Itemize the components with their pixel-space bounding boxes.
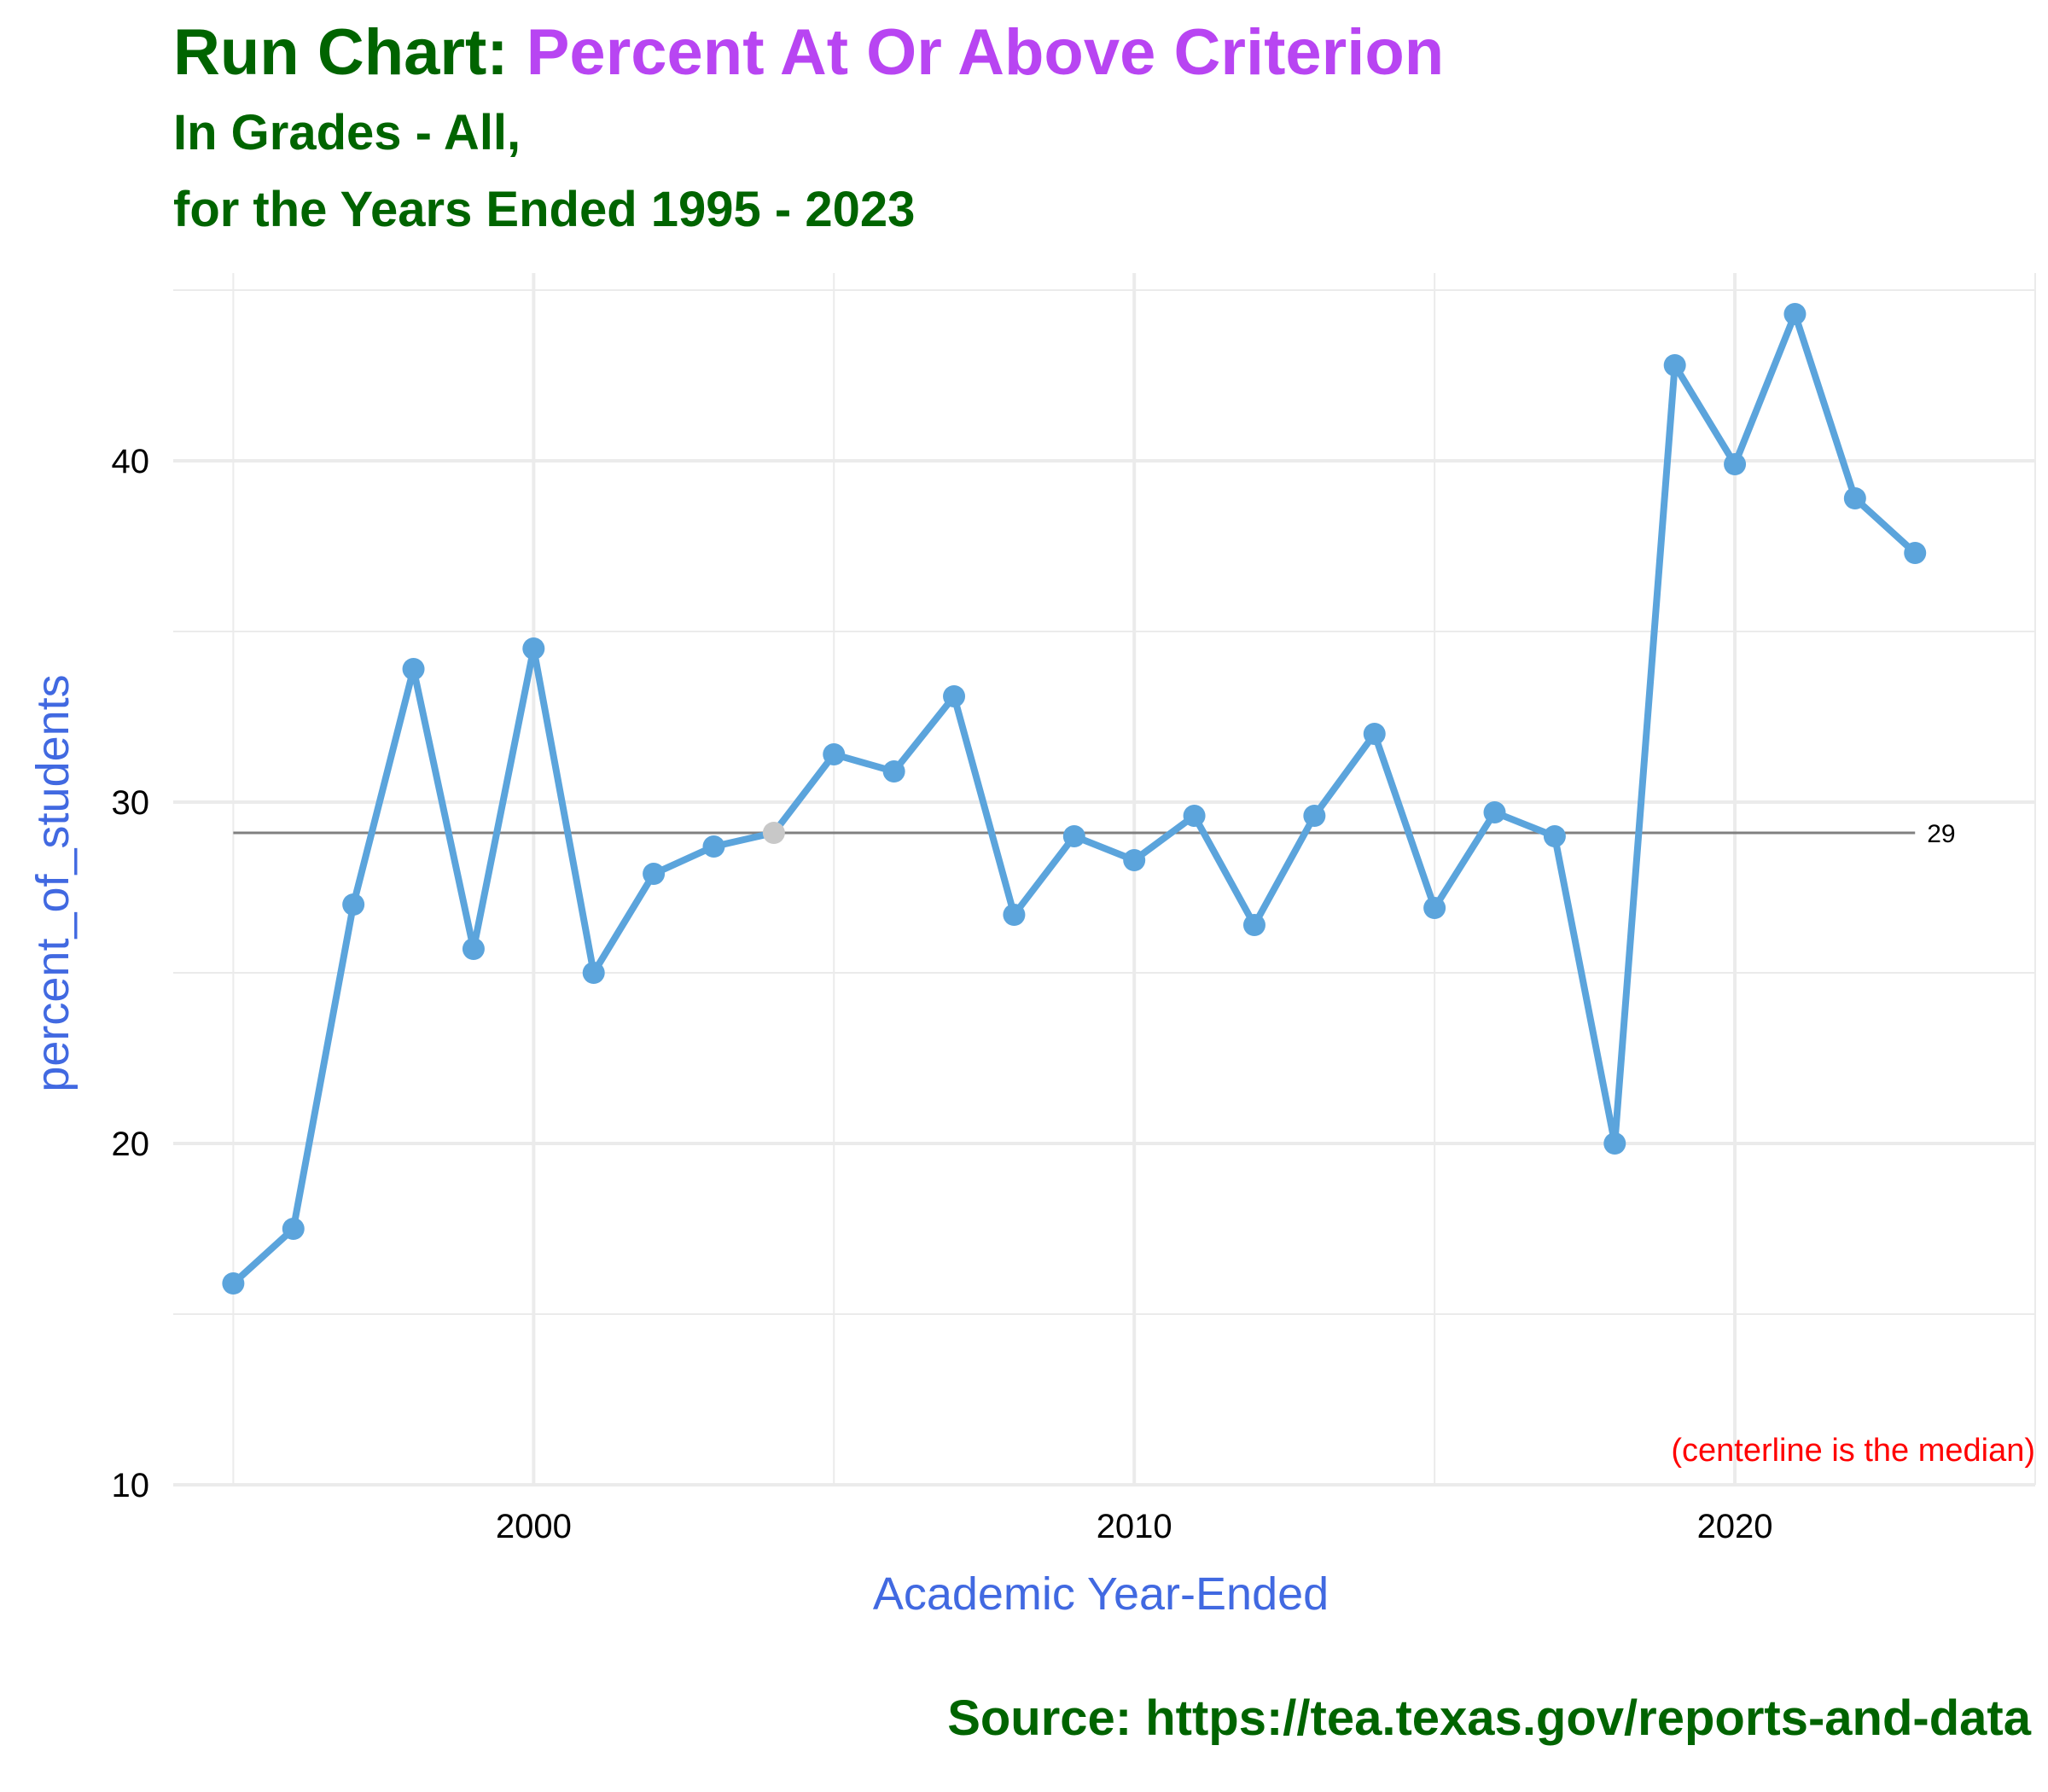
series-group [222,303,1927,1295]
data-point [1724,453,1747,475]
data-point [823,743,846,765]
title-prefix: Run Chart: [173,16,527,89]
axis-labels: Academic Year-Ended percent_of_students … [27,674,2035,1620]
data-point [943,685,966,707]
y-tick-label: 10 [112,1467,150,1504]
data-point [1663,354,1686,376]
data-point [1363,723,1386,745]
data-point [582,962,605,984]
data-point [1303,805,1326,827]
data-point [282,1218,305,1240]
source-caption: Source: https://tea.texas.gov/reports-an… [947,1690,2031,1746]
highlighted-data-point [762,822,785,844]
x-tick-label: 2020 [1697,1508,1773,1545]
data-point [522,637,545,660]
x-axis-title: Academic Year-Ended [873,1568,1329,1620]
data-point [1783,303,1807,325]
subtitle-years: for the Years Ended 1995 - 2023 [173,182,916,237]
chart-title: Run Chart: Percent At Or Above Criterion [173,15,1444,90]
data-point [1483,801,1506,823]
data-point [1603,1132,1626,1155]
data-point [222,1272,245,1295]
y-tick-label: 40 [112,443,150,480]
data-point [1183,805,1206,827]
data-point [1904,542,1927,564]
data-point [1062,825,1085,847]
data-point [1423,897,1446,919]
title-highlight: Percent At Or Above Criterion [526,16,1445,89]
data-point [702,835,725,858]
y-tick-label: 20 [112,1126,150,1163]
data-point [1003,904,1026,926]
y-tick-label: 30 [112,784,150,822]
y-axis-title: percent_of_students [27,674,79,1091]
data-point [402,658,425,680]
centerline-value-label: 29 [1927,820,1955,848]
data-point [462,938,485,960]
data-point [882,760,905,783]
x-tick-label: 2000 [496,1508,572,1545]
median-note: (centerline is the median) [1671,1433,2035,1469]
data-point [1123,849,1146,871]
data-point [1242,914,1265,936]
data-point [1543,825,1566,847]
x-tick-label: 2010 [1097,1508,1172,1545]
data-point [1843,487,1866,509]
data-point [643,863,666,885]
subtitle-grades: In Grades - All, [173,105,521,160]
data-point [342,893,365,916]
grid-lines: 10 20 30 40 2000 2010 2020 [112,273,2036,1545]
